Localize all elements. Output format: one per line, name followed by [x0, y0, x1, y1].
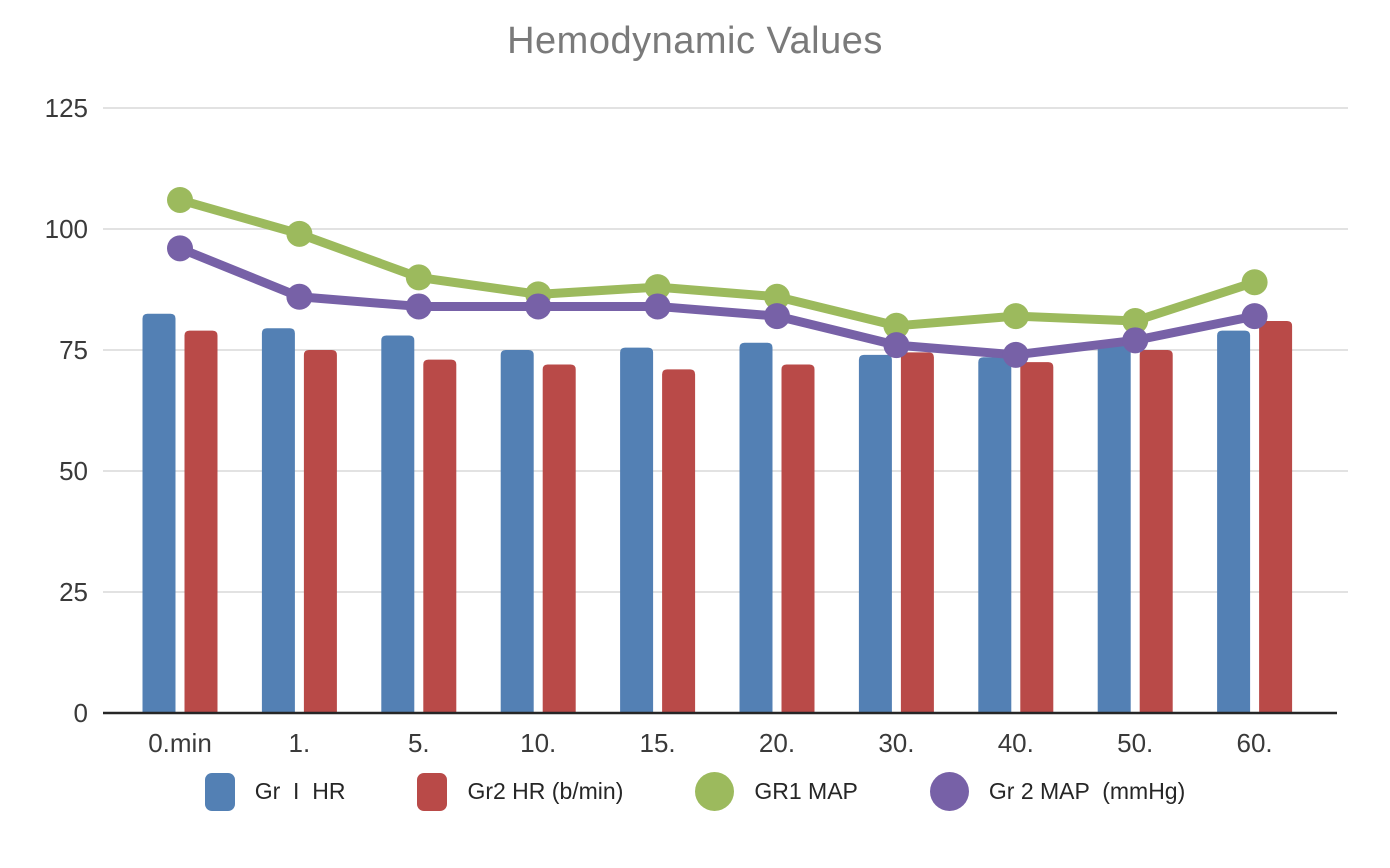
bar — [900, 352, 934, 713]
line-point — [1002, 341, 1029, 368]
x-tick-label: 20. — [759, 728, 795, 758]
line-point — [883, 332, 910, 359]
line-series — [175, 195, 1260, 331]
x-tick-label: 30. — [878, 728, 914, 758]
line-point — [644, 293, 671, 320]
bar — [381, 335, 415, 713]
line-point — [167, 186, 193, 213]
bar — [858, 354, 892, 713]
legend-label: Gr I HR — [254, 778, 346, 804]
legend-marker-circle — [695, 772, 735, 811]
bar — [423, 359, 457, 713]
line-point — [883, 312, 910, 339]
bar — [1217, 330, 1251, 713]
bar — [542, 364, 576, 713]
y-tick-label: 0 — [74, 698, 88, 728]
bar — [662, 369, 696, 713]
x-tick-label: 60. — [1237, 728, 1273, 758]
line-point — [644, 274, 671, 301]
legend-label: GR1 MAP — [754, 778, 858, 804]
line-point — [525, 293, 552, 320]
line-point — [1241, 303, 1268, 330]
bar — [978, 357, 1012, 713]
x-tick-label: 15. — [640, 728, 676, 758]
x-tick-label: 10. — [520, 728, 556, 758]
x-tick-label: 50. — [1117, 728, 1153, 758]
line-point — [764, 303, 790, 330]
bar — [620, 347, 654, 713]
legend: Gr I HR Gr2 HR (b/min) GR1 MAP Gr 2 MAP (mm… — [0, 772, 1390, 811]
x-tick-label: 0.min — [148, 728, 212, 758]
y-tick-label: 100 — [45, 214, 88, 244]
y-tick-label: 75 — [59, 335, 88, 365]
line-point — [1002, 303, 1029, 330]
line-point — [764, 283, 790, 310]
bar — [142, 313, 176, 713]
bar — [184, 330, 218, 713]
line-point — [405, 264, 432, 291]
line-point — [1122, 307, 1149, 334]
line-point — [405, 293, 432, 320]
bar — [303, 350, 337, 713]
legend-label: Gr2 HR (b/min) — [467, 778, 624, 804]
legend-marker-square — [204, 772, 235, 811]
bar — [261, 328, 295, 713]
bar — [1020, 362, 1054, 713]
legend-item: Gr2 HR (b/min) — [417, 772, 624, 811]
bar — [1139, 350, 1173, 713]
bar — [739, 342, 773, 713]
line-point — [286, 220, 313, 247]
legend-marker-circle — [929, 772, 969, 811]
legend-item: Gr I HR — [204, 772, 346, 811]
legend-item: Gr 2 MAP (mmHg) — [929, 772, 1186, 811]
bar — [781, 364, 815, 713]
chart-title: Hemodynamic Values — [507, 20, 883, 62]
bar — [1097, 340, 1131, 713]
bar — [1259, 320, 1293, 713]
line-series — [175, 243, 1260, 360]
y-tick-label: 50 — [59, 456, 88, 486]
line-point — [1122, 327, 1149, 354]
legend-marker-square — [417, 772, 448, 811]
y-tick-label: 125 — [45, 93, 88, 123]
legend-label: Gr 2 MAP (mmHg) — [988, 778, 1186, 804]
legend-item: GR1 MAP — [695, 772, 858, 811]
bar — [500, 350, 534, 713]
x-tick-label: 5. — [408, 728, 430, 758]
x-tick-label: 40. — [998, 728, 1034, 758]
x-tick-label: 1. — [289, 728, 311, 758]
y-tick-label: 25 — [59, 577, 88, 607]
line-point — [1241, 269, 1268, 296]
line-point — [286, 283, 313, 310]
line-point — [167, 235, 193, 262]
